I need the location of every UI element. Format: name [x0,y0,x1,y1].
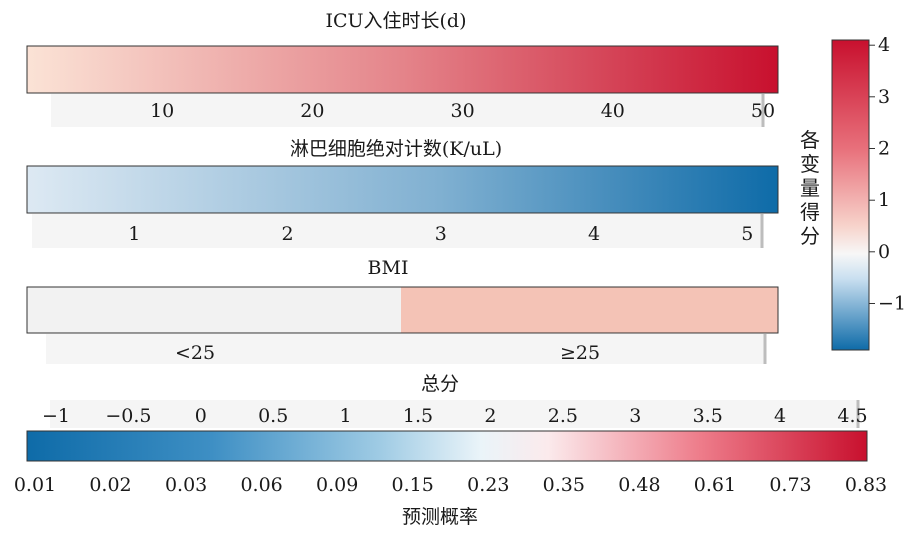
colorbar-tick-label: 3 [878,86,890,108]
bmi-label-ge25: ≥25 [560,342,600,364]
bmi-title: BMI [368,257,409,279]
lymphocyte-tick-labels: 1 2 3 4 5 [128,223,753,245]
icu-title: ICU入住时长(d) [325,10,466,32]
lymphocyte-axis-band [32,214,762,248]
score-colorbar [831,39,870,351]
icu-tick: 30 [451,100,475,122]
probability-tick: 0.09 [316,474,358,496]
total-tick: 1.5 [403,405,433,427]
total-tick: 3 [629,405,641,427]
icu-tick-labels: 10 20 30 40 50 [150,100,775,122]
total-axis-band [50,400,858,428]
bmi-bar-border [26,286,779,334]
icu-tick: 10 [150,100,174,122]
lym-tick: 1 [128,223,140,245]
colorbar-tick-label: −1 [878,293,906,315]
probability-tick: 0.23 [467,474,509,496]
probability-tick: 0.83 [845,474,887,496]
bmi-axis-band [46,334,765,364]
icu-tick: 50 [751,100,775,122]
icu-tick: 20 [300,100,324,122]
total-score-title: 总分 [421,373,459,395]
probability-tick: 0.73 [769,474,811,496]
lym-tick: 5 [741,223,753,245]
bmi-cell-lt25 [27,287,401,333]
icu-gradient-bar [26,45,779,94]
colorbar-title-char: 得 [800,200,820,224]
colorbar-title-char: 量 [800,176,820,200]
total-tick: 1 [340,405,352,427]
colorbar-title-char: 分 [800,224,820,248]
colorbar-title-char: 各 [800,128,820,152]
total-tick: 2.5 [548,405,578,427]
total-tick-labels: −1 −0.5 0 0.5 1 1.5 2 2.5 3 3.5 4 4.5 [42,405,868,427]
probability-tick: 0.02 [89,474,131,496]
probability-tick: 0.61 [694,474,736,496]
probability-tick: 0.03 [165,474,207,496]
probability-tick: 0.48 [618,474,660,496]
colorbar-tick-label: 0 [878,241,890,263]
total-tick: 2 [484,405,496,427]
icu-axis-band [51,94,763,127]
total-tick: 4 [774,405,786,427]
lym-tick: 3 [435,223,447,245]
total-tick: 3.5 [693,405,723,427]
probability-gradient-bar [26,430,868,462]
lym-tick: 4 [588,223,600,245]
probability-title: 预测概率 [402,506,478,528]
probability-tick-labels: 0.01 0.02 0.03 0.06 0.09 0.15 0.23 0.35 0.48 0.61… [14,474,887,496]
colorbar-tick-label: 2 [878,138,890,160]
probability-tick: 0.01 [14,474,56,496]
lymphocyte-gradient-bar [26,165,779,214]
total-tick: 0 [195,405,207,427]
icu-tick: 40 [601,100,625,122]
colorbar-title-char: 变 [800,152,820,176]
colorbar-ticks: 4 3 2 1 0 −1 [869,34,906,315]
bmi-label-lt25: <25 [175,342,215,364]
bmi-cell-ge25 [401,287,778,333]
colorbar-tick-label: 1 [878,189,890,211]
probability-tick: 0.06 [240,474,282,496]
total-tick: −1 [42,405,70,427]
probability-tick: 0.15 [392,474,434,496]
total-tick: −0.5 [105,405,151,427]
total-tick: 0.5 [258,405,288,427]
total-tick: 4.5 [837,405,867,427]
lym-tick: 2 [282,223,294,245]
colorbar-tick-label: 4 [878,34,890,56]
lymphocyte-title: 淋巴细胞绝对计数(K/uL) [290,138,502,160]
probability-tick: 0.35 [543,474,585,496]
